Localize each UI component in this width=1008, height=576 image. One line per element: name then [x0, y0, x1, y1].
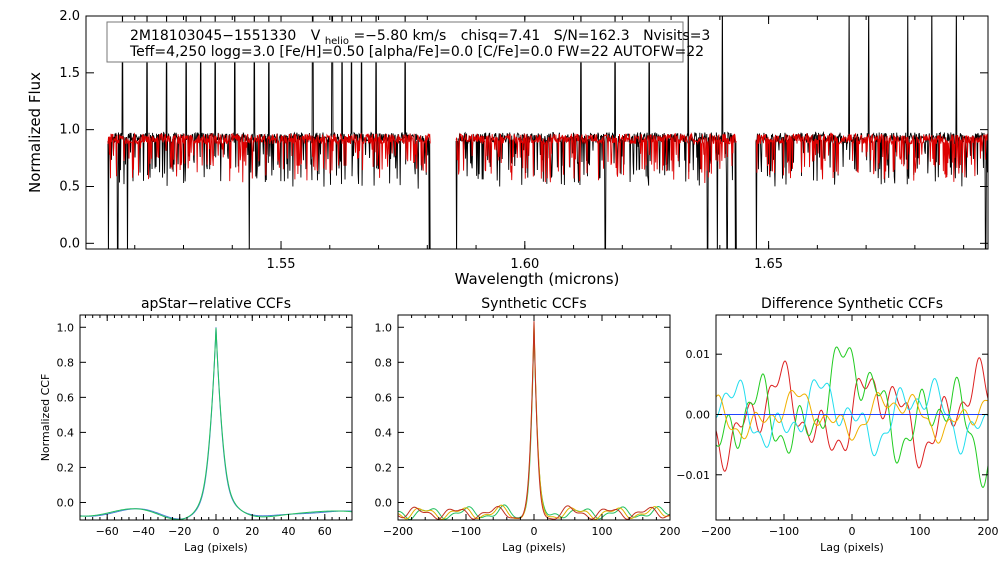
x-tick-label: 200 — [660, 525, 681, 538]
apstar-ccf-panel: apStar−relative CCFs −60 −40 −20 0 20 40 60 0.0… — [39, 296, 353, 554]
x-tick-label: 20 — [245, 525, 259, 538]
y-tick-label: 0.6 — [57, 391, 75, 404]
y-tick-label: 0.0 — [57, 496, 75, 509]
y-tick-label: 0.0 — [59, 236, 80, 251]
spectrum-y-axis-label: Normalized Flux — [26, 72, 44, 193]
x-tick-label: 200 — [978, 525, 999, 538]
annotation-frame — [106, 21, 684, 63]
difference-ccf-x-axis-label: Lag (pixels) — [820, 541, 884, 554]
x-tick-label: −20 — [168, 525, 191, 538]
y-tick-label: 1.5 — [59, 66, 80, 81]
spectrum-traces — [107, 16, 988, 249]
x-tick-label: −40 — [132, 525, 155, 538]
x-tick-label: 0 — [213, 525, 220, 538]
y-tick-label: 0.00 — [686, 408, 711, 421]
spectrum-annotation-box: 2M18103045−1551330 V helio =−5.80 km/s c… — [106, 21, 710, 63]
x-tick-label: 100 — [910, 525, 931, 538]
y-tick-label: 0.2 — [57, 461, 75, 474]
synthetic-ccf-traces — [398, 321, 670, 520]
y-tick-label: 0.01 — [686, 348, 711, 361]
ccf-series-visit-1 — [80, 327, 352, 520]
nvisits-value: Nvisits=3 — [643, 28, 710, 44]
y-tick-label: 1.0 — [57, 321, 75, 334]
x-tick-label: 0 — [531, 525, 538, 538]
ccf-series-visit-4 — [716, 389, 988, 444]
x-tick-label: −100 — [451, 525, 481, 538]
x-tick-label: 0 — [849, 525, 856, 538]
y-tick-label: 2.0 — [59, 9, 80, 24]
spectrum-ticks: 1.55 1.60 1.65 0.0 0.5 1.0 1.5 2.0 — [59, 9, 988, 272]
y-tick-label: 0.4 — [375, 426, 393, 439]
spectrum-series-model — [107, 132, 431, 183]
x-tick-label: 1.55 — [267, 257, 296, 272]
vhelio-value: =−5.80 km/s — [353, 28, 446, 44]
snr-value: S/N=162.3 — [554, 28, 630, 44]
star-id: 2M18103045−1551330 — [130, 28, 296, 44]
difference-ccf-traces — [716, 346, 988, 488]
y-tick-label: 0.6 — [375, 391, 393, 404]
y-tick-label: 0.5 — [59, 179, 80, 194]
synthetic-ccf-panel: Synthetic CCFs −200 −100 0 100 200 0.0 0.2 0.4 0… — [375, 296, 681, 554]
synthetic-ccf-x-axis-label: Lag (pixels) — [502, 541, 566, 554]
apstar-ccf-title: apStar−relative CCFs — [141, 296, 291, 312]
y-tick-label: 1.0 — [59, 123, 80, 138]
spectrum-x-axis-label: Wavelength (microns) — [455, 270, 620, 288]
x-tick-label: −200 — [701, 525, 731, 538]
y-tick-label: 0.8 — [375, 356, 393, 369]
x-tick-label: 1.65 — [754, 257, 783, 272]
vhelio-subscript: helio — [325, 36, 349, 47]
difference-ccf-panel: Difference Synthetic CCFs −200 −100 0 100 20… — [676, 296, 998, 554]
y-tick-label: 0.0 — [375, 496, 393, 509]
spectrum-series-model — [755, 132, 988, 182]
x-tick-label: 40 — [282, 525, 296, 538]
difference-ccf-title: Difference Synthetic CCFs — [761, 296, 943, 312]
apstar-ccf-traces — [80, 327, 352, 520]
y-tick-label: −0.01 — [676, 469, 710, 482]
y-tick-label: 0.4 — [57, 426, 75, 439]
annotation-line-1: 2M18103045−1551330 V helio =−5.80 km/s c… — [130, 28, 710, 48]
x-tick-label: 100 — [592, 525, 613, 538]
chisq-value: chisq=7.41 — [461, 28, 541, 44]
spectrum-frame — [85, 15, 989, 250]
ccf-series-visit-3 — [398, 321, 670, 520]
ccf-series-visit-2 — [80, 327, 352, 520]
apstar-ccf-y-axis-label: Normalized CCF — [39, 374, 52, 462]
ccf-series-visit-3 — [716, 378, 988, 457]
synthetic-ccf-title: Synthetic CCFs — [481, 296, 586, 312]
x-tick-label: −100 — [769, 525, 799, 538]
vhelio-symbol: V — [311, 28, 321, 44]
difference-ccf-ticks: −200 −100 0 100 200 −0.01 0.00 0.01 — [676, 315, 999, 538]
apstar-ccf-ticks: −60 −40 −20 0 20 40 60 0.0 0.2 0.4 0.6 0.8 1.0 — [57, 315, 352, 538]
spectrum-series-model — [455, 132, 737, 184]
x-tick-label: 60 — [318, 525, 332, 538]
stellar-parameters: Teff=4,250 logg=3.0 [Fe/H]=0.50 [alpha/F… — [129, 44, 704, 60]
synthetic-ccf-ticks: −200 −100 0 100 200 0.0 0.2 0.4 0.6 0.8 1.0 — [375, 315, 681, 538]
x-tick-label: 1.60 — [510, 257, 539, 272]
x-tick-label: −60 — [96, 525, 119, 538]
y-tick-label: 0.8 — [57, 356, 75, 369]
apstar-ccf-x-axis-label: Lag (pixels) — [184, 541, 248, 554]
x-tick-label: −200 — [383, 525, 413, 538]
spectrum-panel: 1.55 1.60 1.65 0.0 0.5 1.0 1.5 2.0 Normalized F… — [26, 9, 989, 288]
y-tick-label: 1.0 — [375, 321, 393, 334]
y-tick-label: 0.2 — [375, 461, 393, 474]
